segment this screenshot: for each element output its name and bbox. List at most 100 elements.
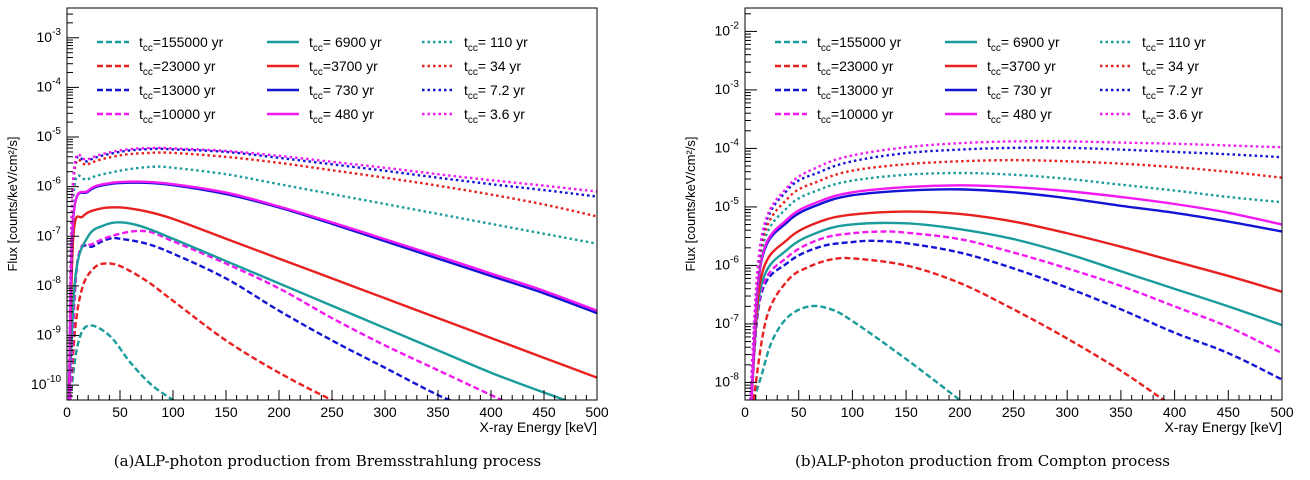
legend-label-0: tcc=155000 yr [139, 34, 224, 54]
x-tick-label-10: 500 [1270, 404, 1294, 420]
series-line-3 [750, 230, 1282, 400]
y-axis-label: Flux [counts/keV/cm²/s] [683, 136, 698, 271]
legend: tcc=155000 yr tcc=23000 yr tcc=13000 yr tcc… [97, 34, 528, 126]
legend-label-2: tcc=13000 yr [139, 82, 216, 102]
y-tick-label-4: 10-4 [715, 137, 740, 155]
y-axis-label: Flux [counts/keV/cm²/s] [5, 136, 20, 271]
y-tick-label-5: 10-5 [37, 126, 62, 144]
legend-label-5: tcc=3700 yr [987, 58, 1056, 78]
series-line-5 [750, 210, 1282, 400]
y-tick-label-3: 10-7 [37, 225, 62, 243]
series-line-3 [68, 229, 505, 400]
y-tick-label-0: 10-10 [31, 374, 61, 392]
legend-label-6: tcc= 730 yr [309, 82, 374, 102]
series-line-8 [67, 165, 597, 400]
series-line-5 [67, 206, 597, 400]
x-tick-label-10: 500 [585, 404, 609, 420]
legend-label-2: tcc=13000 yr [817, 82, 894, 102]
y-axis: 10-8 10-7 10-6 10-5 10-4 10-3 10-2 [715, 13, 757, 396]
series-line-8 [749, 171, 1282, 400]
x-axis-label: X-ray Energy [keV] [480, 419, 598, 435]
legend-label-6: tcc= 730 yr [987, 82, 1052, 102]
x-tick-label-4: 200 [267, 404, 291, 420]
legend-label-3: tcc=10000 yr [139, 106, 216, 126]
legend: tcc=155000 yr tcc=23000 yr tcc=13000 yr tcc… [775, 34, 1206, 126]
x-tick-label-8: 400 [479, 404, 503, 420]
series-line-1 [752, 256, 1167, 400]
panel-bremsstrahlung: 0 50 100 150 200 250 300 350 400 450 500 X-ray Ener… [5, 7, 609, 470]
series-line-0 [752, 304, 962, 400]
y-tick-label-0: 10-8 [715, 371, 740, 389]
x-tick-label-0: 0 [741, 404, 749, 420]
x-tick-label-5: 250 [320, 404, 344, 420]
y-tick-label-6: 10-2 [715, 20, 740, 38]
series-line-11 [749, 140, 1282, 400]
series-line-6 [67, 181, 597, 400]
x-tick-label-7: 350 [1109, 404, 1133, 420]
series-line-7 [750, 184, 1282, 400]
y-tick-label-1: 10-7 [715, 313, 740, 331]
caption-compton: (b)ALP-photon production from Compton pr… [794, 452, 1170, 470]
y-tick-label-2: 10-8 [37, 275, 62, 293]
panel-compton: 0 50 100 150 200 250 300 350 400 450 500 X-ray Ener… [655, 0, 1310, 480]
y-tick-label-6: 10-4 [37, 76, 62, 94]
y-tick-label-3: 10-5 [715, 196, 740, 214]
series-line-4 [67, 221, 569, 400]
legend-label-11: tcc= 3.6 yr [1142, 106, 1203, 126]
x-tick-label-6: 300 [1056, 404, 1080, 420]
x-tick-label-1: 50 [112, 404, 128, 420]
y-tick-label-1: 10-9 [37, 324, 62, 342]
legend-label-1: tcc=23000 yr [139, 58, 216, 78]
legend-label-4: tcc= 6900 yr [987, 34, 1060, 54]
x-tick-label-4: 200 [948, 404, 972, 420]
legend-label-8: tcc= 110 yr [1142, 34, 1206, 54]
series-line-1 [68, 262, 335, 400]
legend-label-1: tcc=23000 yr [817, 58, 894, 78]
x-tick-label-1: 50 [791, 404, 807, 420]
legend-label-4: tcc= 6900 yr [309, 34, 382, 54]
x-tick-label-9: 450 [1217, 404, 1241, 420]
x-tick-label-2: 100 [841, 404, 865, 420]
x-tick-label-6: 300 [373, 404, 397, 420]
x-tick-label-8: 400 [1163, 404, 1187, 420]
series-line-11 [67, 146, 597, 400]
legend-label-9: tcc= 34 yr [1142, 58, 1199, 78]
x-axis: 0 50 100 150 200 250 300 350 400 450 500 [741, 390, 1294, 420]
x-tick-label-3: 150 [894, 404, 918, 420]
y-tick-label-2: 10-6 [715, 254, 740, 272]
x-tick-label-3: 150 [214, 404, 238, 420]
series-line-4 [750, 221, 1282, 400]
legend-label-10: tcc= 7.2 yr [464, 82, 525, 102]
x-tick-label-9: 450 [532, 404, 556, 420]
curves [749, 140, 1282, 400]
legend-label-10: tcc= 7.2 yr [1142, 82, 1203, 102]
caption-bremsstrahlung: (a)ALP-photon production from Bremsstrah… [113, 452, 542, 470]
y-tick-label-7: 10-3 [37, 27, 62, 45]
series-line-7 [67, 180, 597, 400]
x-axis-label: X-ray Energy [keV] [1165, 419, 1283, 435]
series-line-0 [68, 324, 176, 400]
y-tick-label-5: 10-3 [715, 79, 740, 97]
y-axis: 10-10 10-9 10-8 10-7 10-6 10-5 10-4 10-3 [31, 13, 79, 397]
x-axis: 0 50 100 150 200 250 300 350 400 450 500 [63, 390, 609, 420]
x-tick-label-7: 350 [426, 404, 450, 420]
x-tick-label-2: 100 [161, 404, 185, 420]
y-tick-label-4: 10-6 [37, 176, 62, 194]
series-line-6 [750, 188, 1282, 400]
series-line-9 [67, 151, 597, 400]
legend-label-8: tcc= 110 yr [464, 34, 528, 54]
curves [67, 146, 597, 400]
legend-label-7: tcc= 480 yr [309, 106, 374, 126]
legend-label-11: tcc= 3.6 yr [464, 106, 525, 126]
x-tick-label-0: 0 [63, 404, 71, 420]
legend-label-3: tcc=10000 yr [817, 106, 894, 126]
legend-label-0: tcc=155000 yr [817, 34, 902, 54]
legend-label-5: tcc=3700 yr [309, 58, 378, 78]
series-line-9 [749, 158, 1282, 400]
series-line-10 [67, 147, 597, 400]
series-line-2 [750, 239, 1282, 400]
series-line-2 [68, 236, 453, 400]
legend-label-7: tcc= 480 yr [987, 106, 1052, 126]
